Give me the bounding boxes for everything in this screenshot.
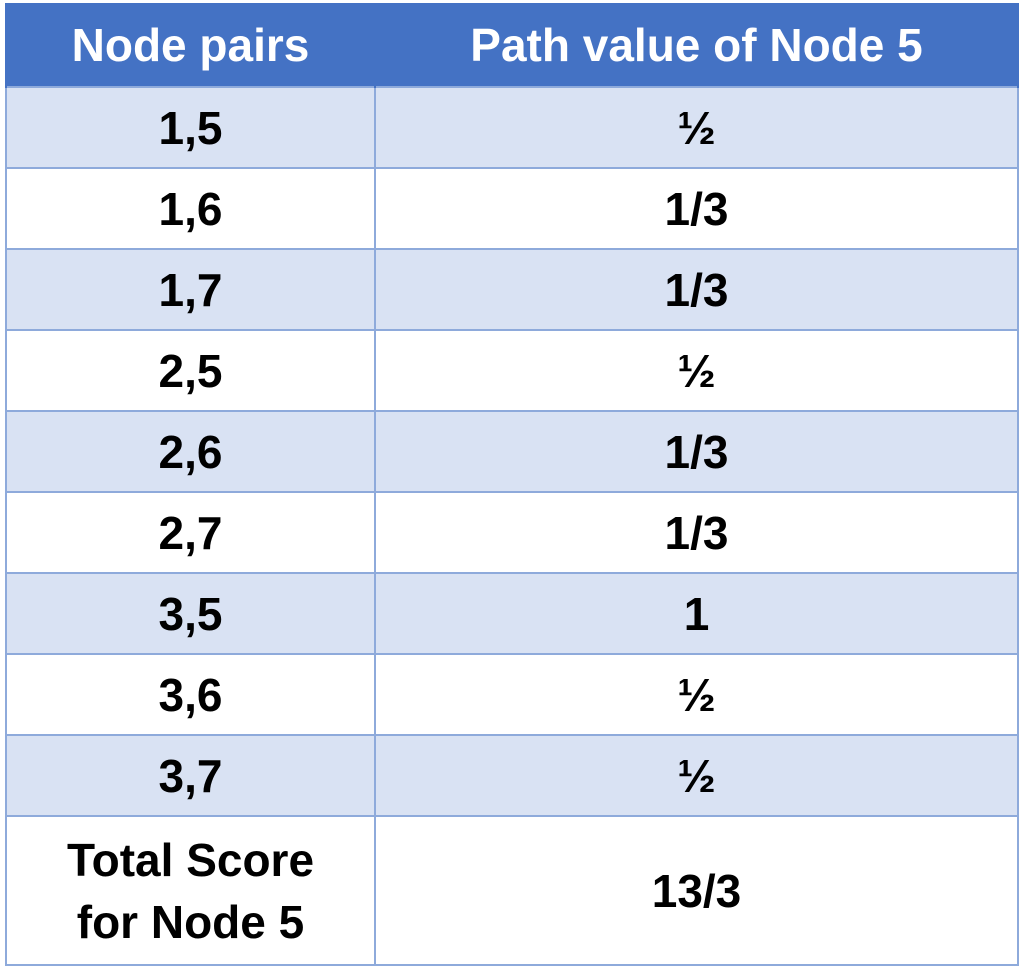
path-value-cell: 1/3 bbox=[374, 410, 1019, 493]
path-value-cell: ½ bbox=[374, 86, 1019, 169]
path-value-table: Node pairs Path value of Node 5 1,5 ½ 1,… bbox=[5, 3, 1019, 966]
header-path-value: Path value of Node 5 bbox=[374, 3, 1019, 87]
table-row: 3,6 ½ bbox=[5, 653, 1019, 736]
total-row: Total Score for Node 5 13/3 bbox=[5, 815, 1019, 966]
header-row: Node pairs Path value of Node 5 bbox=[5, 3, 1019, 87]
node-pair-cell: 3,7 bbox=[5, 734, 376, 817]
node-pair-cell: 1,5 bbox=[5, 86, 376, 169]
path-value-cell: 1/3 bbox=[374, 491, 1019, 574]
path-value-cell: ½ bbox=[374, 734, 1019, 817]
path-value-cell: 1/3 bbox=[374, 167, 1019, 250]
path-value-cell: 1/3 bbox=[374, 248, 1019, 331]
table-body: 1,5 ½ 1,6 1/3 1,7 1/3 2,5 ½ 2,6 1/3 2,7 … bbox=[5, 86, 1019, 966]
table-row: 3,5 1 bbox=[5, 572, 1019, 655]
total-value-cell: 13/3 bbox=[374, 815, 1019, 966]
table-row: 2,5 ½ bbox=[5, 329, 1019, 412]
path-value-cell: ½ bbox=[374, 653, 1019, 736]
header-node-pairs: Node pairs bbox=[5, 3, 376, 87]
total-label-line-1: Total Score bbox=[66, 833, 315, 886]
table-row: 1,7 1/3 bbox=[5, 248, 1019, 331]
path-value-cell: ½ bbox=[374, 329, 1019, 412]
node-pair-cell: 1,6 bbox=[5, 167, 376, 250]
path-value-table-container: Node pairs Path value of Node 5 1,5 ½ 1,… bbox=[5, 3, 1019, 966]
node-pair-cell: 2,7 bbox=[5, 491, 376, 574]
node-pair-cell: 3,6 bbox=[5, 653, 376, 736]
table-row: 2,7 1/3 bbox=[5, 491, 1019, 574]
table-header: Node pairs Path value of Node 5 bbox=[5, 3, 1019, 87]
total-label-cell: Total Score for Node 5 bbox=[5, 815, 376, 966]
path-value-cell: 1 bbox=[374, 572, 1019, 655]
node-pair-cell: 2,5 bbox=[5, 329, 376, 412]
total-label-line-2: for Node 5 bbox=[76, 895, 305, 948]
table-row: 3,7 ½ bbox=[5, 734, 1019, 817]
table-row: 2,6 1/3 bbox=[5, 410, 1019, 493]
node-pair-cell: 3,5 bbox=[5, 572, 376, 655]
table-row: 1,5 ½ bbox=[5, 86, 1019, 169]
table-row: 1,6 1/3 bbox=[5, 167, 1019, 250]
node-pair-cell: 1,7 bbox=[5, 248, 376, 331]
node-pair-cell: 2,6 bbox=[5, 410, 376, 493]
